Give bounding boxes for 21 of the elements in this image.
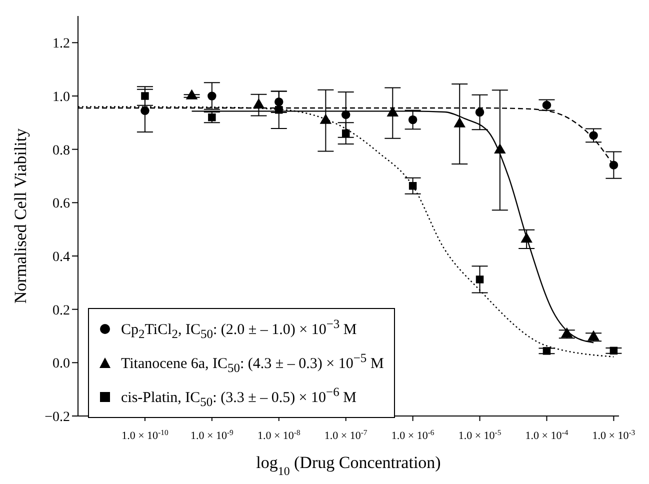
x-tick-label: 1.0 × 10$^{-6}$ (391, 428, 434, 442)
legend-label: cis-Platin, IC$_{50}$: (3.3 ± – 0.5) × 10$^{−6}$ M (121, 384, 356, 411)
x-tick-label: 1.0 × 10$^{-4}$ (525, 428, 568, 442)
legend-label: Titanocene 6a, IC$_{50}$: (4.3 ± – 0.3) × 10$^{−5}$ M (121, 350, 384, 377)
y-tick-label: 0.6 (52, 196, 70, 212)
y-tick-label: −0.2 (44, 410, 70, 425)
x-tick-label: 1.0 × 10$^{-7}$ (324, 428, 368, 442)
y-tick-label: 0.8 (52, 143, 70, 158)
y-tick-label: 0.4 (52, 250, 70, 265)
y-tick-label: 1.2 (52, 36, 70, 52)
y-tick-label: 0.2 (52, 303, 70, 318)
x-tick-label: 1.0 × 10$^{-5}$ (458, 428, 502, 442)
x-axis-title: log$_{10}$ (Drug Concentration) (256, 453, 441, 478)
x-tick-label: 1.0 × 10$^{-3}$ (592, 428, 636, 442)
text: Cp$_{2}$TiCl$_{2}$, IC$_{50}$: (2.0 ± – 1.0) × 10$^{−3}$ M (121, 317, 357, 341)
y-tick-label: 1.0 (52, 90, 70, 105)
x-tick-label: 1.0 × 10$^{-9}$ (190, 428, 234, 442)
y-tick-label: 0.0 (52, 356, 70, 372)
y-axis-title: Normalised Cell Viability (11, 128, 30, 304)
x-tick-label: 1.0 × 10$^{-8}$ (257, 428, 300, 442)
x-tick-label: 1.0 × 10$^{-10}$ (122, 428, 168, 442)
